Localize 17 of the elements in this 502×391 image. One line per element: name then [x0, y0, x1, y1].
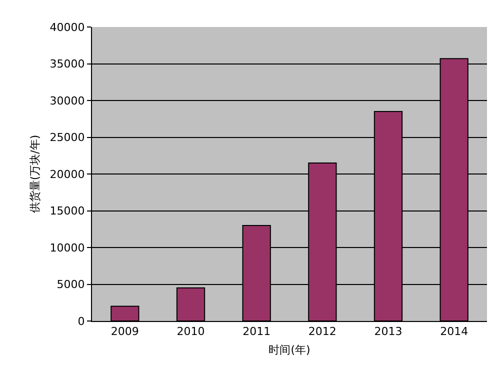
y-tick-label: 5000 — [56, 278, 85, 292]
x-tick-label: 2014 — [440, 325, 468, 338]
x-tick-label: 2013 — [374, 325, 402, 338]
y-axis-title: 供货量(万块/年) — [28, 134, 42, 214]
y-tick-label: 0 — [78, 314, 85, 328]
x-axis-title: 时间(年) — [268, 343, 310, 356]
x-tick-label: 2009 — [110, 325, 139, 338]
y-tick-label: 20000 — [50, 168, 85, 181]
y-tick-label: 15000 — [50, 204, 85, 218]
y-tick-label: 30000 — [50, 94, 85, 108]
y-tick-label: 25000 — [50, 131, 85, 144]
y-tick-label: 35000 — [50, 58, 85, 71]
x-tick-label: 2012 — [308, 325, 336, 338]
y-tick-label: 40000 — [50, 20, 85, 34]
y-tick-label: 10000 — [50, 241, 85, 254]
x-tick-label: 2011 — [242, 325, 271, 338]
x-tick-label: 2010 — [176, 325, 205, 338]
